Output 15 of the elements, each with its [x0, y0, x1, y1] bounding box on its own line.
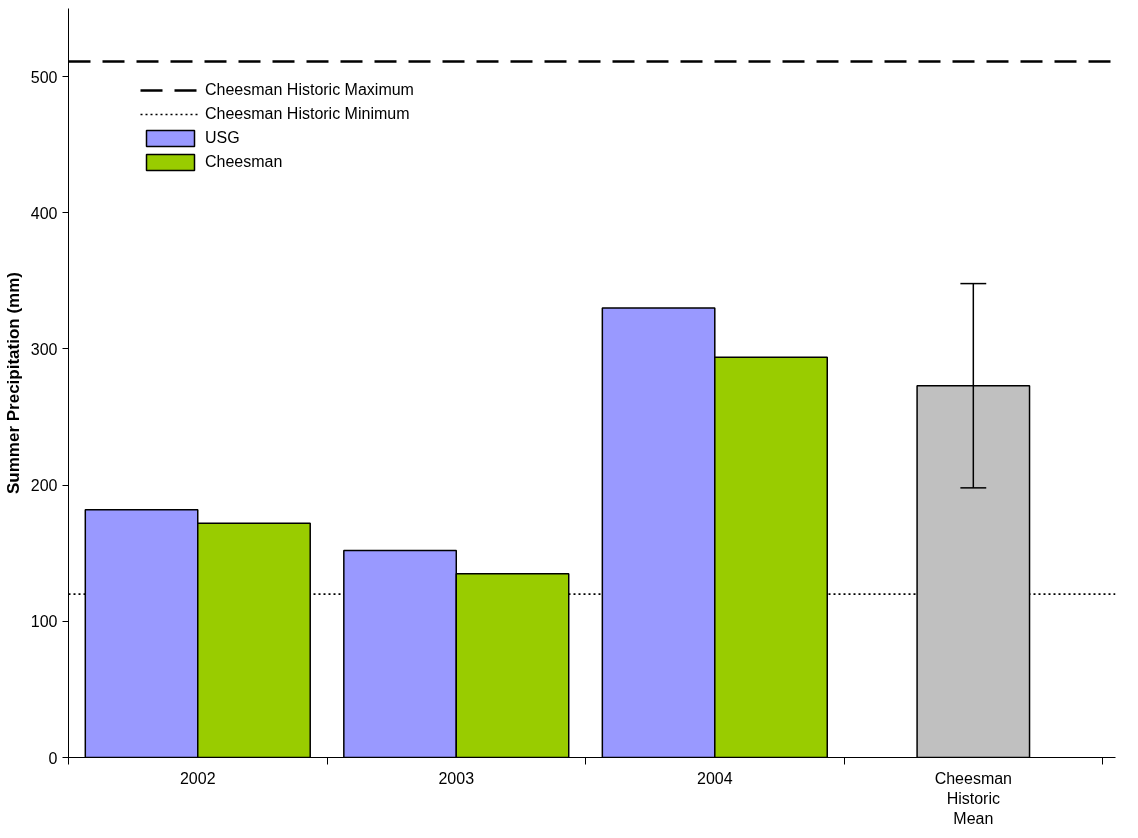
legend-label: Cheesman Historic Maximum	[205, 81, 414, 99]
legend-label: Cheesman	[205, 153, 283, 171]
y-tick-label: 200	[30, 477, 58, 495]
legend-label: Cheesman Historic Minimum	[205, 105, 410, 123]
y-tick-label: 300	[30, 340, 58, 358]
x-tick-label: 2003	[438, 769, 475, 787]
x-tick-label: 2002	[179, 769, 216, 787]
y-tick-label: 100	[30, 613, 58, 631]
y-axis-title: Summer Precipitation (mm)	[3, 271, 23, 494]
y-tick-label: 400	[30, 204, 58, 222]
x-tick-label: 2004	[697, 769, 733, 787]
legend-label: USG	[205, 129, 240, 147]
x-tick-label: Cheesman Historic Mean	[934, 769, 1012, 828]
y-tick-label: 0	[48, 749, 58, 767]
y-tick-label: 500	[30, 68, 58, 86]
